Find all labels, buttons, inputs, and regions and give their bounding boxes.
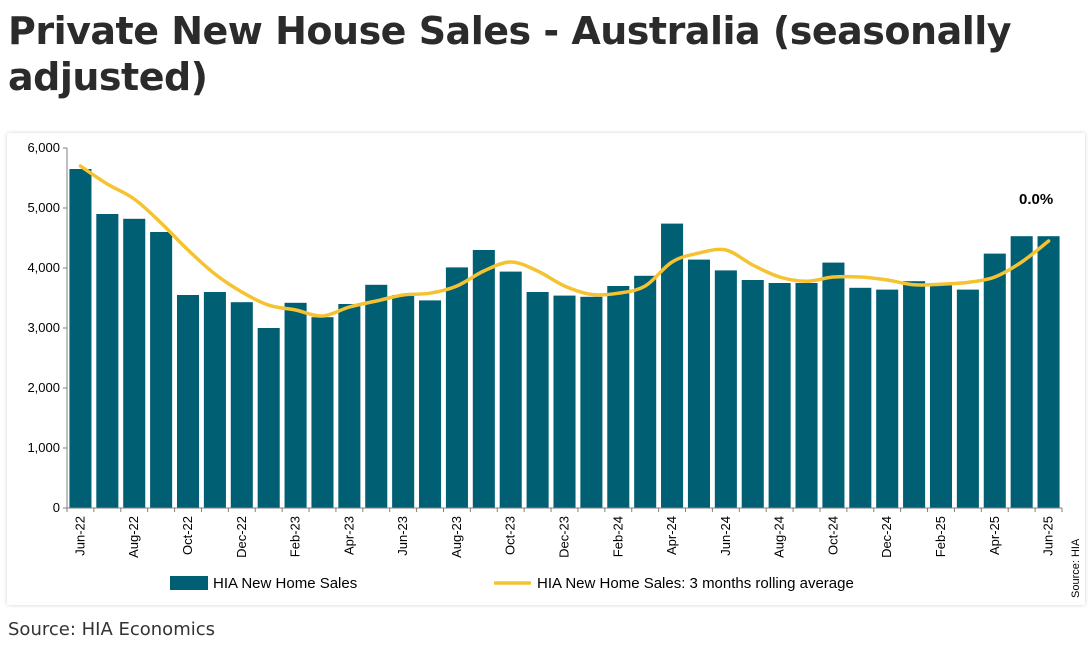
bar xyxy=(499,271,522,508)
x-tick-label: Apr-23 xyxy=(341,516,356,555)
x-tick-label: Oct-22 xyxy=(180,516,195,555)
bar xyxy=(822,262,845,508)
y-tick-label: 5,000 xyxy=(27,200,60,215)
bar xyxy=(929,283,953,508)
legend: HIA New Home Sales HIA New Home Sales: 3… xyxy=(170,575,854,592)
bar xyxy=(338,304,361,508)
y-tick-label: 0 xyxy=(53,500,60,515)
x-tick-label: Aug-23 xyxy=(449,516,464,558)
x-tick-label: Jun-24 xyxy=(718,516,733,556)
bar xyxy=(365,284,388,508)
bar xyxy=(150,232,173,508)
page-title: Private New House Sales - Australia (sea… xyxy=(8,9,1012,99)
legend-swatch-bars xyxy=(170,576,208,590)
x-tick-label: Feb-24 xyxy=(610,516,625,557)
chart-card: 0 1,000 2,000 3,000 4,000 5,000 6,000 Jun-22 Au… xyxy=(7,133,1085,605)
bar xyxy=(876,289,899,508)
x-tick-label: Aug-24 xyxy=(772,516,787,558)
x-tick-label: Dec-23 xyxy=(557,516,572,558)
bar xyxy=(741,280,764,508)
bar xyxy=(472,250,495,508)
x-tick-label: Dec-22 xyxy=(234,516,249,558)
x-tick-label: Aug-22 xyxy=(126,516,141,558)
bar xyxy=(176,295,200,508)
x-tick-label: Dec-24 xyxy=(879,516,894,558)
bar xyxy=(634,275,657,508)
bar xyxy=(768,283,791,508)
bar xyxy=(123,218,146,509)
y-tick-label: 3,000 xyxy=(27,320,60,335)
chart-svg: 0 1,000 2,000 3,000 4,000 5,000 6,000 Jun-22 Au… xyxy=(27,140,1082,598)
bar xyxy=(230,302,253,508)
bar-series xyxy=(69,169,1060,509)
line-series xyxy=(78,164,1051,318)
x-tick-label: Oct-23 xyxy=(503,516,518,555)
x-tick-label: Apr-24 xyxy=(664,516,679,555)
y-axis: 0 1,000 2,000 3,000 4,000 5,000 6,000 xyxy=(27,140,68,515)
bar xyxy=(96,214,119,508)
y-tick-label: 4,000 xyxy=(27,260,60,275)
legend-label-bars: HIA New Home Sales xyxy=(213,575,357,592)
bar xyxy=(526,292,549,508)
bar xyxy=(580,296,603,508)
bar xyxy=(1037,236,1060,508)
x-tick-label: Jun-25 xyxy=(1041,516,1056,556)
bar xyxy=(69,169,92,508)
bar xyxy=(903,281,926,508)
y-tick-label: 1,000 xyxy=(27,440,60,455)
bar xyxy=(607,286,630,508)
x-tick-label: Feb-23 xyxy=(288,516,303,557)
x-tick-label: Apr-25 xyxy=(987,516,1002,555)
bar xyxy=(392,295,415,508)
chart-source-note: Source: HIA xyxy=(1070,538,1082,598)
x-axis: Jun-22 Aug-22 Oct-22 Dec-22 Feb-23 Apr-23 Jun-… xyxy=(66,507,1063,558)
y-tick-label: 2,000 xyxy=(27,380,60,395)
bar xyxy=(956,289,979,508)
bar xyxy=(553,295,576,508)
bar xyxy=(661,223,684,508)
bar xyxy=(849,287,872,508)
bar xyxy=(795,283,818,508)
x-tick-label: Oct-24 xyxy=(825,516,840,555)
source-caption: Source: HIA Economics xyxy=(8,619,215,640)
bar xyxy=(687,259,710,508)
bar xyxy=(983,253,1006,508)
legend-label-line: HIA New Home Sales: 3 months rolling ave… xyxy=(537,575,854,592)
bar xyxy=(257,328,280,508)
annotation-label: 0.0% xyxy=(1019,191,1053,208)
rolling-average-line xyxy=(78,164,1051,318)
bar xyxy=(311,317,334,508)
bar xyxy=(445,267,468,508)
y-tick-label: 6,000 xyxy=(27,140,60,155)
x-tick-label: Jun-22 xyxy=(72,516,87,556)
bar xyxy=(714,270,737,508)
bar xyxy=(419,300,442,508)
bar xyxy=(284,302,307,508)
x-tick-label: Jun-23 xyxy=(395,516,410,556)
bar xyxy=(1010,236,1033,508)
bar xyxy=(203,292,226,508)
x-tick-label: Feb-25 xyxy=(933,516,948,557)
